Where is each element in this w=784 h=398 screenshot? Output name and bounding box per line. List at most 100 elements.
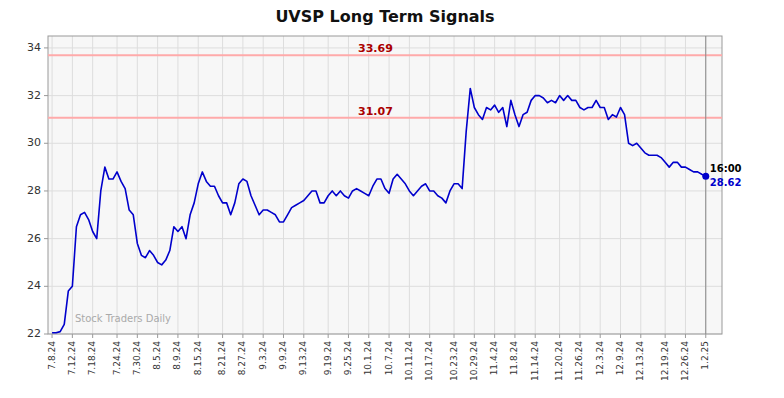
- x-tick: [474, 334, 475, 338]
- x-tick: [137, 334, 138, 338]
- y-axis: 22242628303234: [27, 41, 48, 340]
- x-tick: [177, 334, 178, 338]
- grid-line: [494, 36, 495, 334]
- x-tick: [328, 334, 329, 338]
- x-tick-label: 11.8.24: [509, 341, 519, 376]
- x-tick: [705, 334, 706, 338]
- x-tick-label: 12.19.24: [660, 341, 670, 381]
- y-tick-label: 32: [27, 89, 41, 102]
- x-tick-label: 12.13.24: [635, 341, 645, 381]
- y-tick: [44, 143, 48, 144]
- y-tick-label: 22: [27, 327, 41, 340]
- x-tick: [92, 334, 93, 338]
- grid-line: [368, 36, 369, 334]
- grid-line: [348, 36, 349, 334]
- price-line: [52, 88, 706, 332]
- grid-line: [328, 36, 329, 334]
- x-tick-label: 1.2.25: [700, 341, 710, 370]
- x-tick-label: 9.13.24: [298, 341, 308, 376]
- grid-line: [705, 36, 706, 334]
- grid-line: [535, 36, 536, 334]
- y-tick: [44, 238, 48, 239]
- plot-area: [48, 36, 722, 334]
- x-tick-label: 9.19.24: [323, 341, 333, 376]
- x-tick-label: 8.9.24: [172, 341, 182, 370]
- x-tick: [348, 334, 349, 338]
- grid-line: [283, 36, 284, 334]
- x-tick: [429, 334, 430, 338]
- x-tick-label: 7.24.24: [112, 341, 122, 376]
- x-tick-label: 12.3.24: [595, 341, 605, 376]
- grid-line: [579, 36, 580, 334]
- x-tick-label: 10.11.24: [404, 341, 414, 381]
- grid-line: [137, 36, 138, 334]
- end-time-label: 16:00: [710, 163, 742, 174]
- x-tick: [368, 334, 369, 338]
- x-tick: [52, 334, 53, 338]
- x-tick: [283, 334, 284, 338]
- grid-line: [222, 36, 223, 334]
- title: UVSP Long Term Signals: [275, 7, 494, 26]
- x-tick-label: 11.4.24: [489, 341, 499, 376]
- data-layer: [48, 36, 722, 334]
- grid-line: [263, 36, 264, 334]
- x-tick: [494, 334, 495, 338]
- x-tick-label: 9.9.24: [278, 341, 288, 370]
- x-tick-label: 8.21.24: [217, 341, 227, 376]
- y-tick-label: 26: [27, 232, 41, 245]
- x-tick: [117, 334, 118, 338]
- x-tick: [665, 334, 666, 338]
- x-tick: [303, 334, 304, 338]
- grid-line: [52, 36, 53, 334]
- reference-label: 31.07: [358, 105, 393, 118]
- y-tick: [44, 286, 48, 287]
- x-tick-label: 10.7.24: [384, 341, 394, 376]
- x-tick: [198, 334, 199, 338]
- x-tick-label: 10.1.24: [363, 341, 373, 376]
- grid-line: [389, 36, 390, 334]
- x-tick: [389, 334, 390, 338]
- grid-line: [559, 36, 560, 334]
- grid-line: [92, 36, 93, 334]
- grid-line: [429, 36, 430, 334]
- end-line: [705, 36, 706, 334]
- end-value-label: 28.62: [710, 177, 742, 188]
- grid-line: [117, 36, 118, 334]
- y-tick-label: 28: [27, 184, 41, 197]
- x-tick-label: 7.30.24: [132, 341, 142, 376]
- y-tick: [44, 95, 48, 96]
- x-tick: [263, 334, 264, 338]
- grid: [48, 36, 722, 334]
- x-tick-label: 10.17.24: [424, 341, 434, 381]
- x-tick: [535, 334, 536, 338]
- y-tick: [44, 190, 48, 191]
- grid-line: [600, 36, 601, 334]
- x-tick: [685, 334, 686, 338]
- grid-line: [303, 36, 304, 334]
- x-tick-label: 8.15.24: [193, 341, 203, 376]
- x-axis: 7.8.247.12.247.18.247.24.247.30.248.5.24…: [47, 334, 711, 381]
- end-dot: [702, 173, 709, 180]
- x-tick: [640, 334, 641, 338]
- grid-line: [474, 36, 475, 334]
- x-tick: [409, 334, 410, 338]
- grid-line: [409, 36, 410, 334]
- x-tick: [600, 334, 601, 338]
- grid-line: [620, 36, 621, 334]
- reference-label: 33.69: [358, 42, 393, 55]
- x-tick-label: 10.29.24: [469, 341, 479, 381]
- x-tick-label: 11.26.24: [574, 341, 584, 381]
- x-tick: [579, 334, 580, 338]
- grid-line: [72, 36, 73, 334]
- x-tick-label: 11.14.24: [530, 341, 540, 381]
- plot-frame: [48, 36, 722, 334]
- annotations: 33.6931.0716:0028.62Stock Traders Daily: [75, 42, 742, 324]
- y-tick-label: 24: [27, 279, 41, 292]
- x-tick: [454, 334, 455, 338]
- x-tick: [242, 334, 243, 338]
- y-tick: [44, 334, 48, 335]
- chart: 222426283032347.8.247.12.247.18.247.24.2…: [0, 0, 784, 398]
- grid-line: [157, 36, 158, 334]
- x-tick-label: 8.27.24: [237, 341, 247, 376]
- grid-line: [685, 36, 686, 334]
